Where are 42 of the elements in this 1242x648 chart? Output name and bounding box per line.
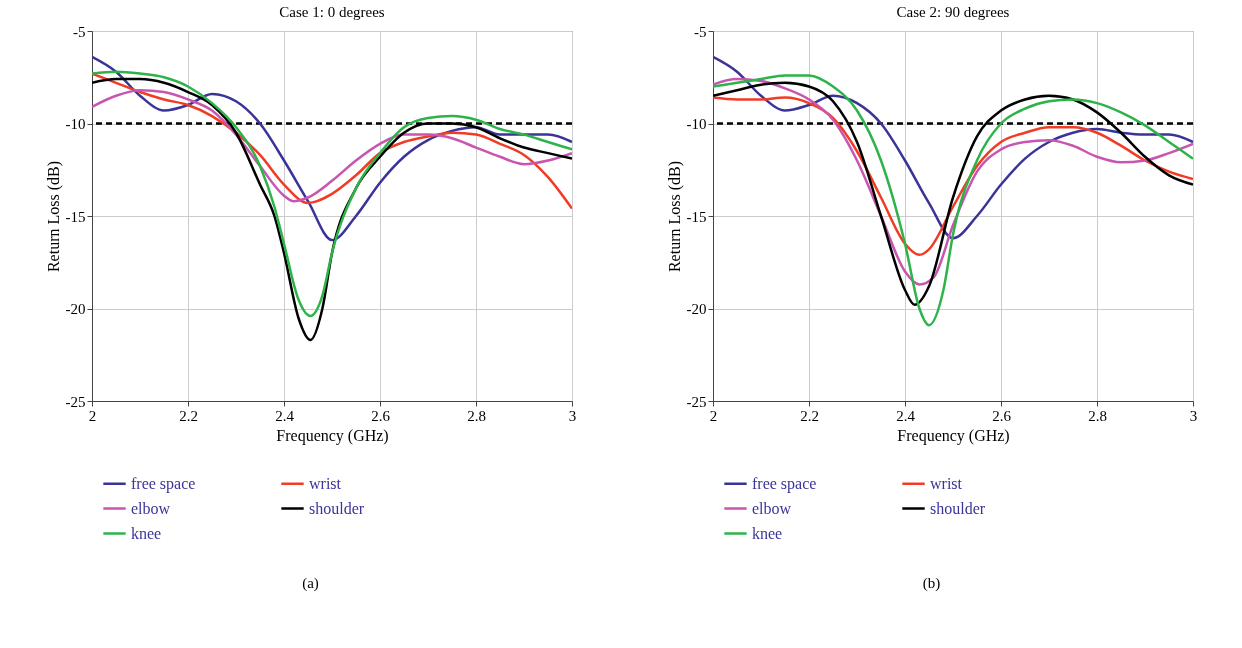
chart-title: Case 2: 90 degrees [896, 4, 1010, 20]
x-tick-label: 2.4 [896, 407, 916, 424]
legend-label: wrist [930, 474, 963, 492]
text: (b) [921, 575, 942, 592]
chart-title: Case 1: 0 degrees [279, 4, 385, 20]
x-tick-label: 3 [1189, 407, 1198, 424]
x-tick-label: 2.6 [992, 407, 1012, 424]
x-tick-label: 2 [88, 407, 97, 424]
legend-label: elbow [752, 499, 792, 517]
y-tick-label: -15 [65, 208, 86, 225]
legend-label: free space [752, 474, 817, 493]
y-tick-label: -25 [65, 393, 86, 410]
line-series [713, 55, 1193, 240]
legend-label: elbow [131, 499, 171, 517]
y-tick-label: -10 [686, 116, 707, 132]
x-tick-label: 2.2 [179, 407, 198, 424]
x-axis-title: Frequency (GHz) [897, 426, 1010, 445]
x-tick-label: 2.8 [1088, 407, 1107, 424]
y-tick-label: -20 [65, 301, 86, 317]
text: (a) [301, 575, 320, 592]
legend-label: wrist [309, 474, 342, 492]
x-tick-label: 2.2 [800, 407, 819, 424]
y-tick-label: -5 [73, 23, 86, 40]
legend-label: shoulder [309, 499, 365, 517]
y-axis-title: Return Loss (dB) [665, 160, 684, 273]
y-tick-label: -20 [686, 301, 707, 317]
line-series [92, 88, 572, 203]
legend-label: knee [131, 524, 162, 542]
y-tick-label: -25 [686, 393, 707, 410]
legend-label: shoulder [930, 499, 986, 517]
x-tick-label: 2.4 [275, 407, 295, 424]
y-axis-title: Return Loss (dB) [44, 160, 63, 273]
y-tick-label: -10 [65, 116, 86, 132]
y-tick-label: -15 [686, 208, 707, 225]
x-tick-label: 3 [568, 407, 577, 424]
y-tick-label: -5 [694, 23, 707, 40]
x-axis-title: Frequency (GHz) [276, 426, 389, 445]
x-tick-label: 2 [709, 407, 718, 424]
legend-label: free space [131, 474, 196, 493]
x-tick-label: 2.6 [371, 407, 391, 424]
legend-label: knee [752, 524, 783, 542]
x-tick-label: 2.8 [467, 407, 486, 424]
